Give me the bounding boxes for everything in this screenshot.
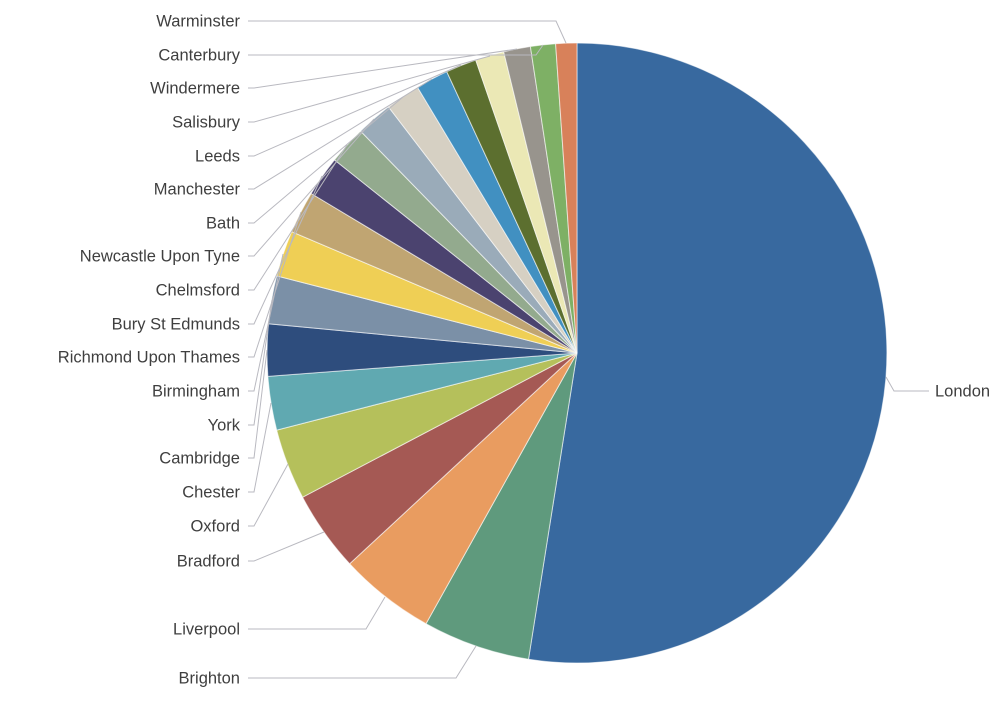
slice-label-salisbury: Salisbury bbox=[172, 114, 241, 132]
pie-slice-london[interactable] bbox=[527, 42, 888, 664]
slice-label-leeds: Leeds bbox=[195, 148, 240, 166]
slice-label-birmingham: Birmingham bbox=[152, 383, 240, 401]
leader-line-london bbox=[885, 376, 929, 392]
slice-label-bradford: Bradford bbox=[177, 553, 240, 571]
leader-line-canterbury bbox=[248, 44, 544, 56]
slice-label-york: York bbox=[208, 417, 241, 435]
pie-slice-warminster[interactable] bbox=[555, 42, 578, 354]
slice-label-cambridge: Cambridge bbox=[159, 450, 240, 468]
leader-line-manchester bbox=[248, 78, 433, 190]
slice-label-london: London bbox=[935, 383, 990, 401]
leader-line-birmingham bbox=[248, 253, 284, 392]
slice-label-chelmsford: Chelmsford bbox=[156, 282, 240, 300]
slice-label-liverpool: Liverpool bbox=[173, 621, 240, 639]
leader-line-bath bbox=[248, 96, 404, 224]
leader-line-bradford bbox=[248, 531, 325, 562]
leader-line-windermere bbox=[248, 48, 518, 89]
leader-line-liverpool bbox=[248, 596, 386, 630]
leader-line-bury-st-edmunds bbox=[248, 175, 323, 325]
leader-line-cambridge bbox=[248, 349, 268, 459]
leader-line-oxford bbox=[248, 463, 289, 527]
slice-label-windermere: Windermere bbox=[150, 80, 240, 98]
slice-label-manchester: Manchester bbox=[154, 181, 241, 199]
leader-line-newcastle-upon-tyne bbox=[248, 118, 375, 257]
leader-line-leeds bbox=[248, 64, 462, 157]
leader-line-warminster bbox=[248, 20, 567, 44]
leader-line-chester bbox=[248, 402, 272, 493]
slice-label-newcastle-upon-tyne: Newcastle Upon Tyne bbox=[80, 248, 240, 266]
slice-label-canterbury: Canterbury bbox=[158, 47, 240, 65]
slice-label-bury-st-edmunds: Bury St Edmunds bbox=[112, 316, 240, 334]
slice-label-richmond-upon-thames: Richmond Upon Thames bbox=[58, 349, 240, 367]
leader-line-salisbury bbox=[248, 55, 491, 123]
leader-line-richmond-upon-thames bbox=[248, 211, 302, 358]
leader-line-chelmsford bbox=[248, 144, 348, 291]
slice-label-chester: Chester bbox=[182, 484, 240, 502]
slice-label-oxford: Oxford bbox=[190, 518, 240, 536]
slice-label-warminster: Warminster bbox=[156, 13, 240, 31]
slice-label-brighton: Brighton bbox=[179, 670, 240, 688]
slice-label-bath: Bath bbox=[206, 215, 240, 233]
leader-line-brighton bbox=[248, 645, 477, 679]
leader-line-york bbox=[248, 299, 273, 426]
